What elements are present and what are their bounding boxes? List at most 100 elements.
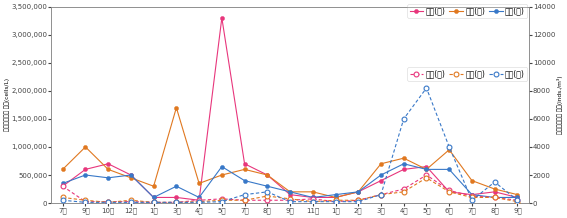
통영(동) <box>332 200 339 203</box>
진해(동) <box>150 201 157 204</box>
진해(동) <box>332 199 339 202</box>
거제(식) <box>310 196 316 199</box>
거제(동) <box>105 201 112 204</box>
진해(동) <box>173 201 180 204</box>
Line: 진해(식): 진해(식) <box>61 106 519 199</box>
통영(식) <box>150 196 157 199</box>
진해(식) <box>82 146 89 148</box>
통영(동) <box>310 198 316 200</box>
Line: 거제(식): 거제(식) <box>61 162 519 199</box>
진해(식) <box>514 193 521 196</box>
거제(식) <box>287 191 294 193</box>
통영(동) <box>60 185 66 187</box>
진해(동) <box>82 199 89 202</box>
통영(식) <box>218 17 225 19</box>
거제(식) <box>468 193 475 196</box>
거제(동) <box>332 200 339 203</box>
통영(동) <box>173 201 180 204</box>
거제(식) <box>82 174 89 176</box>
거제(식) <box>173 185 180 187</box>
진해(식) <box>287 191 294 193</box>
진해(동) <box>491 196 498 199</box>
통영(동) <box>105 200 112 203</box>
거제(식) <box>241 179 248 182</box>
거제(동) <box>310 200 316 203</box>
진해(동) <box>218 199 225 202</box>
통영(식) <box>60 185 66 187</box>
진해(동) <box>468 196 475 199</box>
통영(동) <box>196 199 202 202</box>
거제(동) <box>241 193 248 196</box>
진해(동) <box>423 177 430 179</box>
진해(식) <box>491 188 498 190</box>
거제(식) <box>423 168 430 171</box>
Line: 통영(식): 통영(식) <box>61 16 519 202</box>
통영(동) <box>355 199 362 202</box>
진해(동) <box>105 201 112 204</box>
통영(동) <box>491 196 498 199</box>
통영(식) <box>355 191 362 193</box>
통영(동) <box>468 195 475 197</box>
거제(동) <box>82 201 89 204</box>
거제(동) <box>196 201 202 204</box>
진해(식) <box>105 168 112 171</box>
Line: 통영(동): 통영(동) <box>60 173 520 205</box>
거제(식) <box>264 185 270 187</box>
거제(식) <box>491 196 498 199</box>
Y-axis label: 동물플랑크톤 밀도(inds./m³): 동물플랑크톤 밀도(inds./m³) <box>557 76 563 134</box>
거제(동) <box>514 199 521 202</box>
거제(식) <box>105 177 112 179</box>
통영(식) <box>105 162 112 165</box>
통영(식) <box>446 191 452 193</box>
진해(식) <box>423 168 430 171</box>
통영(식) <box>378 179 384 182</box>
진해(식) <box>332 196 339 199</box>
진해(동) <box>446 191 452 193</box>
통영(동) <box>150 201 157 204</box>
통영(동) <box>82 200 89 203</box>
진해(동) <box>128 199 134 202</box>
거제(식) <box>355 191 362 193</box>
거제(동) <box>218 200 225 203</box>
거제(동) <box>468 199 475 202</box>
통영(동) <box>241 199 248 202</box>
통영(동) <box>423 174 430 176</box>
Line: 거제(동): 거제(동) <box>60 86 520 205</box>
거제(동) <box>491 181 498 183</box>
진해(동) <box>241 199 248 202</box>
통영(동) <box>287 199 294 202</box>
진해(식) <box>264 174 270 176</box>
거제(식) <box>150 196 157 199</box>
통영(식) <box>287 193 294 196</box>
거제(동) <box>264 191 270 193</box>
진해(식) <box>355 191 362 193</box>
진해(식) <box>400 157 407 160</box>
통영(동) <box>400 188 407 190</box>
통영(식) <box>82 168 89 171</box>
통영(식) <box>241 162 248 165</box>
진해(동) <box>196 200 202 203</box>
거제(식) <box>446 168 452 171</box>
Line: 진해(동): 진해(동) <box>60 175 520 205</box>
거제(동) <box>446 146 452 148</box>
진해(식) <box>196 182 202 185</box>
거제(동) <box>378 193 384 196</box>
진해(식) <box>150 185 157 187</box>
거제(동) <box>150 201 157 204</box>
진해(동) <box>378 193 384 196</box>
진해(식) <box>468 179 475 182</box>
진해(동) <box>514 200 521 203</box>
통영(식) <box>128 174 134 176</box>
거제(식) <box>400 162 407 165</box>
거제(동) <box>60 199 66 202</box>
진해(동) <box>310 200 316 203</box>
진해(동) <box>264 195 270 197</box>
통영(식) <box>423 165 430 168</box>
거제(식) <box>378 174 384 176</box>
통영(식) <box>491 191 498 193</box>
진해(동) <box>287 198 294 200</box>
거제(동) <box>423 87 430 89</box>
거제(동) <box>287 200 294 203</box>
거제(식) <box>60 182 66 185</box>
진해(식) <box>173 106 180 109</box>
